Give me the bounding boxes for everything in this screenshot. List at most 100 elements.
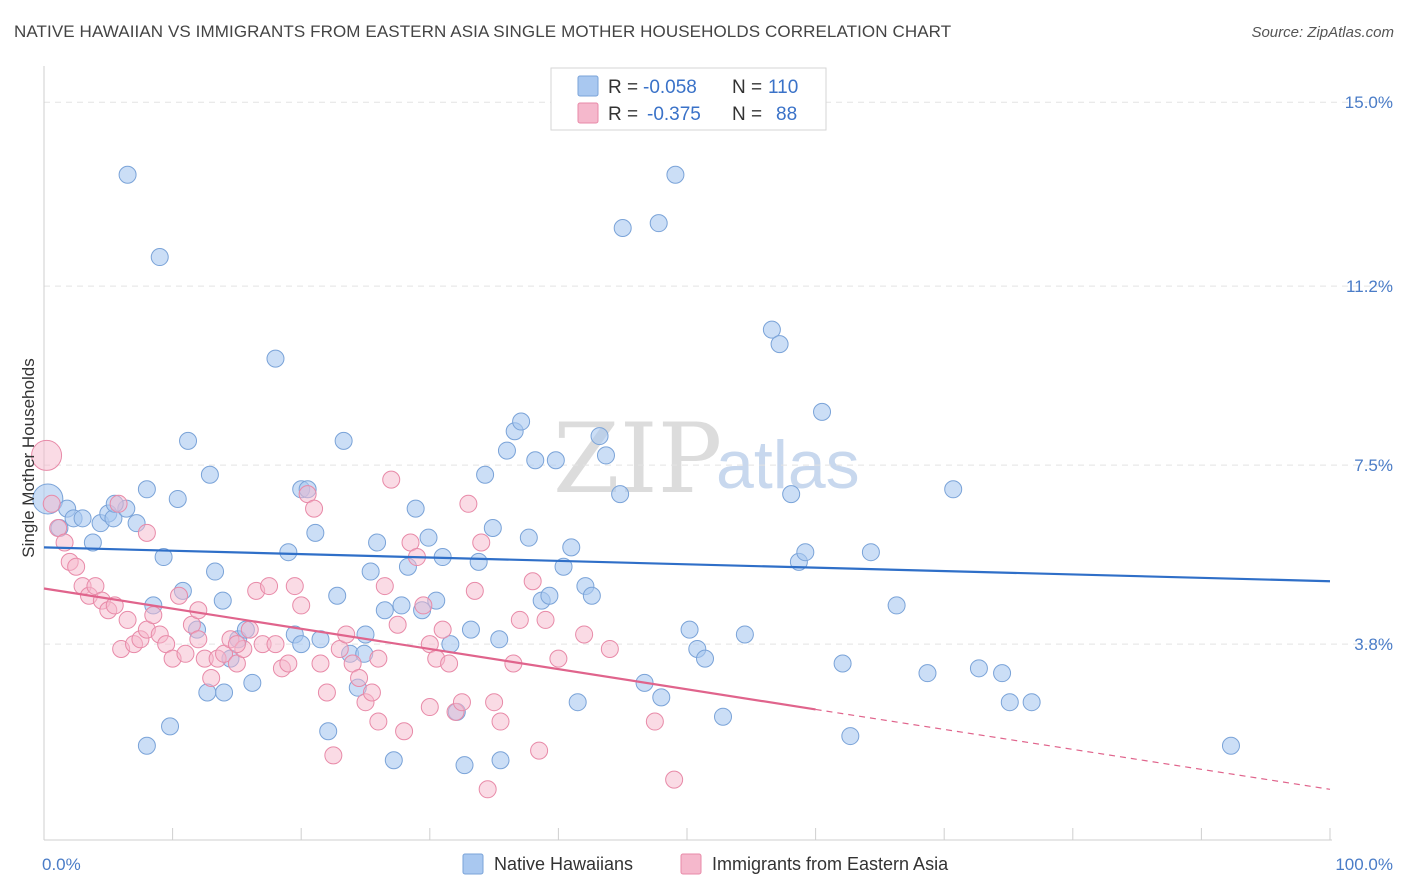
data-point-immigrants-eastern-asia [530,741,549,760]
data-point-native-hawaiians [483,519,502,537]
series-immigrants-eastern-asia [31,439,684,799]
data-point-immigrants-eastern-asia [324,746,343,765]
data-point-native-hawaiians [319,722,338,741]
data-point-immigrants-eastern-asia [285,577,304,596]
data-point-immigrants-eastern-asia [388,615,407,634]
data-point-immigrants-eastern-asia [109,494,128,513]
data-point-native-hawaiians [666,165,685,184]
data-point-immigrants-eastern-asia [189,630,208,649]
bottom-legend: Native Hawaiians Immigrants from Eastern… [462,853,949,875]
data-point-immigrants-eastern-asia [31,439,63,471]
data-point-native-hawaiians [1000,693,1019,712]
data-point-immigrants-eastern-asia [478,780,497,799]
data-point-native-hawaiians [613,219,632,237]
data-point-immigrants-eastern-asia [414,596,433,615]
data-point-native-hawaiians [526,451,545,470]
data-point-native-hawaiians [796,543,815,562]
data-point-native-hawaiians [969,659,988,678]
data-point-immigrants-eastern-asia [305,499,324,518]
data-point-immigrants-eastern-asia [362,683,381,702]
y-tick-label: 15.0% [1345,93,1393,112]
data-point-native-hawaiians [306,523,325,542]
data-point-native-hawaiians [328,586,347,605]
data-point-native-hawaiians [611,485,630,504]
data-point-native-hawaiians [813,402,832,421]
data-point-native-hawaiians [476,465,495,484]
data-point-native-hawaiians [649,214,668,233]
data-point-immigrants-eastern-asia [645,712,664,731]
data-point-immigrants-eastern-asia [459,494,478,513]
data-point-native-hawaiians [461,620,480,639]
data-point-native-hawaiians [137,480,156,499]
data-point-immigrants-eastern-asia [279,654,298,673]
data-point-native-hawaiians [491,751,510,770]
data-point-immigrants-eastern-asia [42,494,61,513]
data-point-immigrants-eastern-asia [176,644,195,663]
legend-n-value-1: 110 [768,77,798,98]
x-tick-label-min: 0.0% [42,855,81,874]
data-point-native-hawaiians [554,557,573,576]
data-point-native-hawaiians [469,552,488,571]
data-point-native-hawaiians [562,538,581,557]
data-point-immigrants-eastern-asia [382,470,401,489]
data-point-immigrants-eastern-asia [549,649,568,668]
legend-r-value-2: -0.375 [647,104,701,125]
data-point-native-hawaiians [590,427,609,446]
data-point-native-hawaiians [540,586,559,605]
data-point-native-hawaiians [83,533,102,552]
data-point-native-hawaiians [215,683,234,702]
data-point-native-hawaiians [419,528,438,547]
data-point-immigrants-eastern-asia [452,693,471,712]
data-point-native-hawaiians [512,412,531,431]
data-point-native-hawaiians [406,499,425,518]
data-point-native-hawaiians [596,446,615,465]
bottom-legend-label-blue: Native Hawaiians [494,854,633,874]
data-point-immigrants-eastern-asia [189,601,208,620]
bottom-legend-swatch-pink [680,853,702,875]
data-point-native-hawaiians [118,165,137,184]
data-point-native-hawaiians [680,620,699,639]
data-point-immigrants-eastern-asia [202,669,221,687]
y-tick-labels: 3.8% 7.5% 11.2% 15.0% [1345,93,1393,654]
data-point-native-hawaiians [150,248,169,267]
data-point-immigrants-eastern-asia [266,635,285,654]
data-point-native-hawaiians [887,596,906,615]
y-tick-label: 11.2% [1346,277,1393,296]
data-point-immigrants-eastern-asia [510,610,529,629]
data-point-immigrants-eastern-asia [433,620,452,639]
data-point-immigrants-eastern-asia [118,610,137,629]
data-point-immigrants-eastern-asia [67,557,86,576]
data-point-native-hawaiians [714,707,733,726]
legend-r-label-2: R = [608,104,638,125]
bottom-legend-swatch-blue [462,853,484,875]
data-point-native-hawaiians [200,465,219,484]
data-point-native-hawaiians [1022,693,1041,712]
data-point-native-hawaiians [490,630,509,649]
trend-line-immigrants-eastern-asia [43,587,816,711]
data-point-native-hawaiians [841,727,860,746]
legend-n-value-2: 88 [776,104,797,125]
data-point-immigrants-eastern-asia [600,639,619,658]
data-point-native-hawaiians [652,688,671,707]
trend-line-extension-dashed [815,708,1331,790]
data-point-immigrants-eastern-asia [465,581,484,600]
data-point-native-hawaiians [213,591,232,610]
data-point-native-hawaiians [993,664,1012,683]
data-point-immigrants-eastern-asia [369,712,388,731]
data-point-native-hawaiians [582,586,601,605]
gridlines [44,101,1392,645]
data-point-immigrants-eastern-asia [292,596,311,615]
bottom-legend-label-pink: Immigrants from Eastern Asia [712,854,949,874]
data-point-native-hawaiians [455,756,474,775]
legend: R = -0.058 N = 110 R = -0.375 N = 88 [550,67,827,131]
y-tick-label: 3.8% [1354,635,1393,654]
data-point-immigrants-eastern-asia [491,712,510,731]
legend-r-value-1: -0.058 [643,77,697,98]
data-point-native-hawaiians [384,751,403,770]
data-point-native-hawaiians [179,431,198,450]
data-point-immigrants-eastern-asia [395,722,414,741]
data-point-native-hawaiians [833,654,852,673]
data-point-immigrants-eastern-asia [472,533,491,552]
data-point-immigrants-eastern-asia [227,635,246,654]
